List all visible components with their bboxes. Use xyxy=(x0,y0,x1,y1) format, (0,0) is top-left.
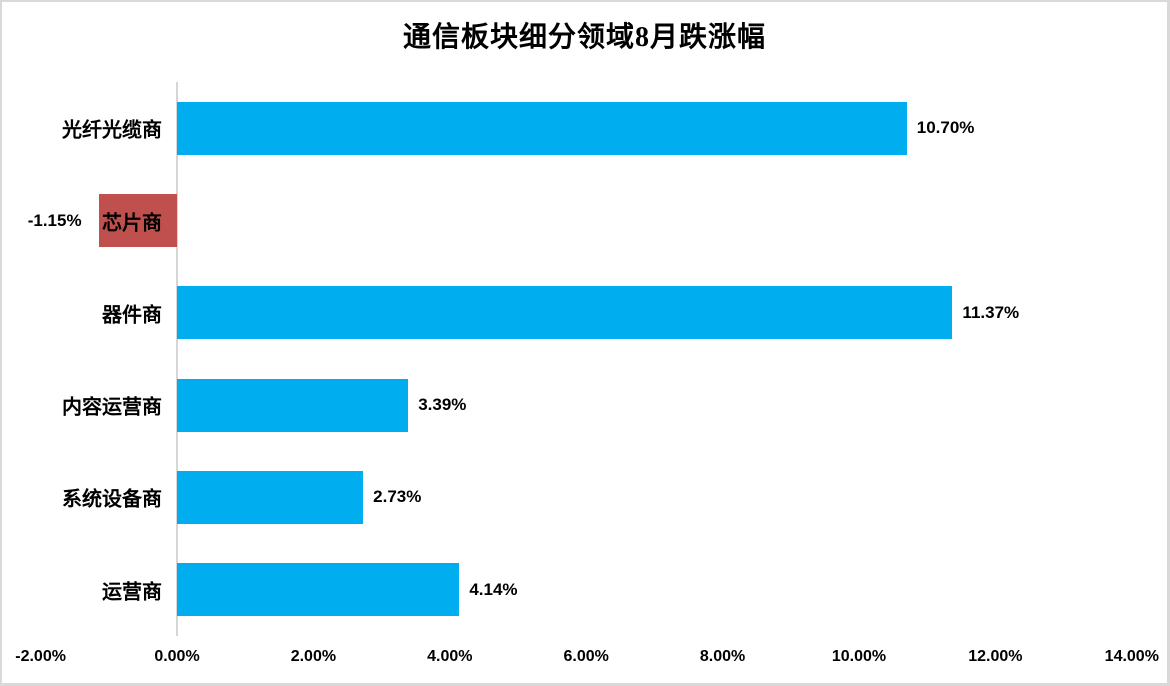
x-tick-label: -2.00% xyxy=(15,648,66,665)
bar xyxy=(177,378,409,432)
category-label: 系统设备商 xyxy=(62,488,162,511)
x-tick-label: 10.00% xyxy=(831,648,887,665)
x-tick-label: 6.00% xyxy=(563,648,609,665)
category-label: 器件商 xyxy=(102,304,162,327)
category-label: 光纤光缆商 xyxy=(62,119,162,142)
value-label: 11.37% xyxy=(962,302,1020,322)
value-label: -1.15% xyxy=(27,210,82,230)
category-label: 内容运营商 xyxy=(62,396,162,419)
bar xyxy=(98,194,177,247)
category-label: 芯片商 xyxy=(102,212,162,234)
value-label: 2.73% xyxy=(373,487,422,507)
bar xyxy=(177,286,953,340)
value-label: 4.14% xyxy=(469,579,518,599)
x-tick-label: 8.00% xyxy=(699,648,746,665)
bar xyxy=(177,563,460,617)
value-label: 3.39% xyxy=(418,395,467,415)
zero-axis-line xyxy=(176,82,178,636)
x-tick-label: 12.00% xyxy=(968,648,1023,665)
category-label: 运营商 xyxy=(102,581,162,604)
bar xyxy=(177,101,907,155)
bar xyxy=(177,470,364,524)
value-label: 10.70% xyxy=(916,118,975,138)
x-tick-label: 2.00% xyxy=(290,648,337,665)
x-tick-label: 14.00% xyxy=(1104,648,1159,665)
chart-title: 通信板块细分领域8月跌涨幅 xyxy=(402,22,766,53)
x-tick-label: 4.00% xyxy=(427,648,473,665)
x-tick-label: 0.00% xyxy=(154,648,200,665)
